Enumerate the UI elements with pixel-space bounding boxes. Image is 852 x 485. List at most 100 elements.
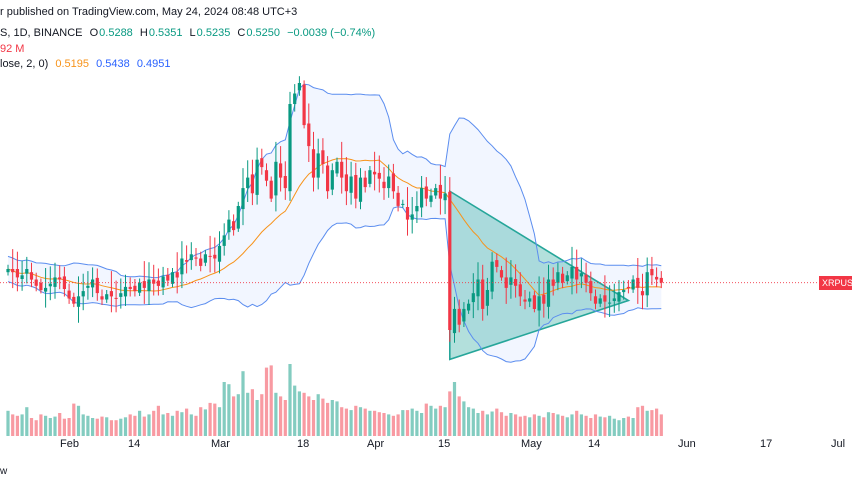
candle-body xyxy=(185,260,189,262)
candle-body xyxy=(556,272,560,283)
volume-bar xyxy=(29,418,34,436)
bb-basis-value: 0.5195 xyxy=(55,58,90,70)
volume-bar xyxy=(457,396,461,436)
candle-body xyxy=(147,279,151,292)
volume-bar xyxy=(15,415,19,436)
volume-bar xyxy=(617,420,621,436)
candle-body xyxy=(640,291,645,296)
volume-bar xyxy=(532,414,536,436)
volume-bar xyxy=(546,412,551,436)
volume-bar xyxy=(241,371,245,436)
candle-body xyxy=(255,159,259,195)
candle-body xyxy=(645,272,649,296)
volume-bar xyxy=(53,416,57,436)
candle-body xyxy=(387,176,391,189)
candle-body xyxy=(156,280,160,286)
bollinger-lower-line xyxy=(7,206,662,363)
volume-bar xyxy=(504,415,508,436)
volume-bar xyxy=(34,420,38,436)
candle-body xyxy=(532,295,536,309)
candle-body xyxy=(20,275,24,279)
candle-body xyxy=(401,203,405,205)
volume-bar xyxy=(166,413,170,436)
candle-body xyxy=(62,276,66,289)
candle-body xyxy=(626,286,630,288)
candle-body xyxy=(443,193,447,201)
volume-bar xyxy=(236,394,240,436)
candle-body xyxy=(208,255,212,257)
volume-bar xyxy=(288,364,292,436)
volume-bar xyxy=(114,420,118,436)
bb-upper-value: 0.5438 xyxy=(96,58,130,70)
candle-body xyxy=(518,284,522,297)
volume-bar xyxy=(542,417,546,436)
candle-body xyxy=(39,282,43,291)
candle-body xyxy=(25,269,29,274)
volume-bar xyxy=(636,407,640,436)
candle-body xyxy=(133,285,137,292)
candle-body xyxy=(504,277,508,288)
candle-body xyxy=(44,287,48,292)
volume-bar xyxy=(434,408,438,436)
volume-bar xyxy=(128,414,132,436)
candle-body xyxy=(307,123,311,147)
volume-bar xyxy=(170,415,175,436)
candle-body xyxy=(114,297,118,299)
candle-body xyxy=(420,188,424,208)
volume-bar xyxy=(208,402,212,436)
publish-text: r published on TradingView.com, May 24, … xyxy=(0,6,298,18)
candle-body xyxy=(467,303,471,311)
candle-body xyxy=(570,266,574,279)
candle-body xyxy=(354,175,358,199)
volume-bar xyxy=(260,394,264,436)
candle-body xyxy=(194,257,198,259)
volume-bar xyxy=(575,410,579,436)
volume-bar xyxy=(368,410,372,436)
volume-bar xyxy=(415,410,419,436)
candle-body xyxy=(232,221,236,231)
candle-body xyxy=(434,188,438,196)
volume-bar xyxy=(523,415,527,436)
candle-body xyxy=(274,161,278,196)
candle-body xyxy=(222,235,226,246)
candle-body xyxy=(311,149,316,178)
volume-bar xyxy=(232,396,236,436)
candle-body xyxy=(349,176,353,193)
volume-bar xyxy=(518,416,522,436)
volume-bar xyxy=(44,415,48,436)
candle-body xyxy=(297,83,301,91)
volume-bar xyxy=(659,414,663,436)
candle-body xyxy=(288,104,292,192)
volume-bar xyxy=(481,410,485,436)
candle-body xyxy=(368,170,372,184)
volume-bar xyxy=(274,392,278,436)
volume-bar xyxy=(100,416,104,436)
volume-bar xyxy=(133,415,137,436)
volume-bar xyxy=(142,416,146,436)
volume-bar xyxy=(589,418,593,436)
candle-body xyxy=(170,272,175,284)
candle-body xyxy=(457,308,461,325)
volume-bar xyxy=(603,417,607,436)
volume-bar xyxy=(109,420,113,436)
candle-body xyxy=(100,296,104,300)
candle-body xyxy=(344,174,348,192)
candle-body xyxy=(631,279,635,290)
volume-bar xyxy=(119,418,123,436)
volume-bar xyxy=(297,391,301,436)
candle-body xyxy=(448,191,452,330)
bollinger-fill-layer xyxy=(8,84,662,363)
low-value: 0.5235 xyxy=(196,27,231,39)
candle-body xyxy=(138,282,142,293)
volume-bar xyxy=(161,414,165,436)
volume-bar xyxy=(11,414,15,436)
volume-bar xyxy=(316,394,320,436)
volume-bar xyxy=(152,410,156,436)
candle-body xyxy=(561,273,565,283)
volume-bar xyxy=(227,384,231,436)
candle-body xyxy=(481,279,485,309)
candle-body xyxy=(264,170,269,181)
candle-body xyxy=(565,275,569,282)
x-tick-label: Apr xyxy=(367,438,385,450)
